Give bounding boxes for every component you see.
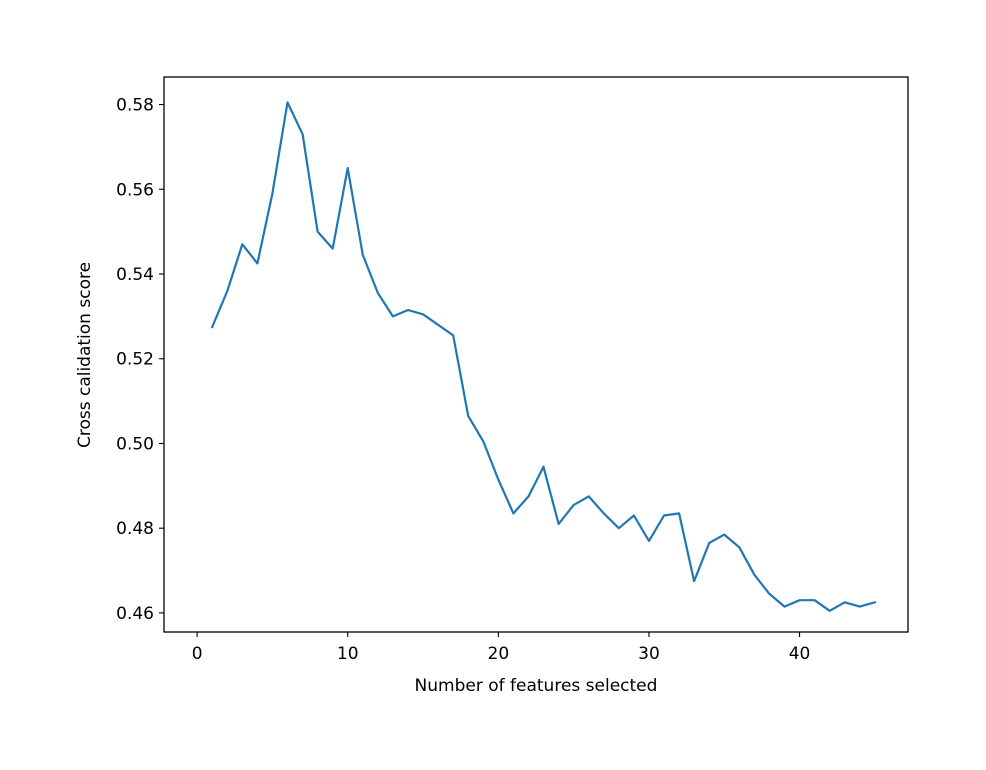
y-axis: 0.46 0.48 0.50 0.52 0.54 0.56 0.58 [116, 96, 164, 624]
y-tick-label: 0.56 [116, 180, 154, 200]
x-tick-label: 40 [789, 644, 811, 664]
y-tick-label: 0.46 [116, 604, 154, 624]
x-tick-label: 0 [192, 644, 203, 664]
y-axis-label: Cross calidation score [75, 262, 95, 448]
y-tick-label: 0.50 [116, 434, 154, 454]
y-tick-label: 0.52 [116, 350, 154, 370]
x-axis: 0 10 20 30 40 [192, 632, 811, 664]
series-line [210, 101, 877, 612]
x-tick-label: 20 [488, 644, 510, 664]
x-axis-label: Number of features selected [415, 676, 658, 696]
x-tick-label: 30 [638, 644, 660, 664]
x-tick-label: 10 [337, 644, 359, 664]
plot-frame [163, 76, 909, 633]
y-tick-label: 0.48 [116, 519, 154, 539]
y-tick-label: 0.58 [116, 96, 154, 116]
y-tick-label: 0.54 [116, 265, 154, 285]
